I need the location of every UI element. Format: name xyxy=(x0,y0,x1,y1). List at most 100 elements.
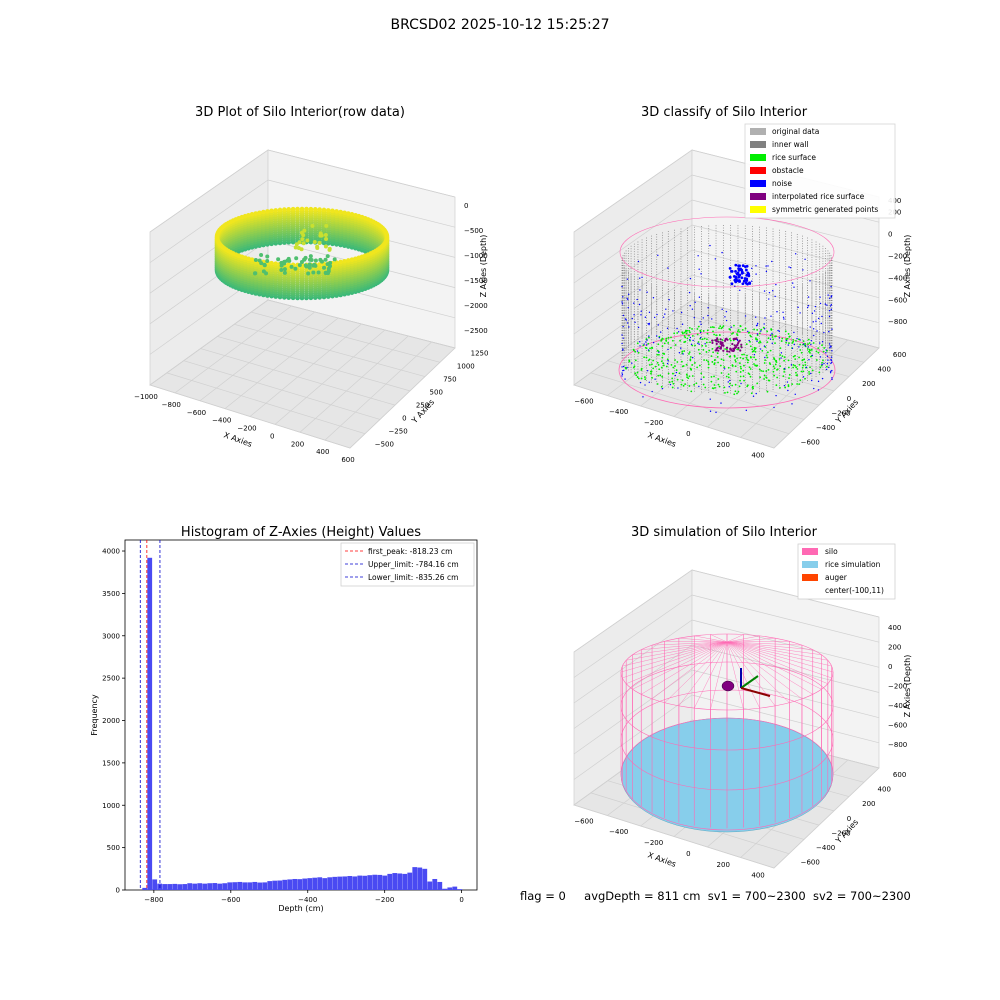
noise-point xyxy=(657,254,659,257)
histogram-bar xyxy=(437,881,443,890)
rice-point xyxy=(808,348,811,351)
noise-point xyxy=(793,343,795,346)
rice-point xyxy=(645,356,648,359)
noise-point xyxy=(799,339,801,341)
noise-point xyxy=(657,324,659,326)
rice-point xyxy=(650,372,652,375)
data-point xyxy=(308,206,314,212)
rice-point xyxy=(662,362,665,365)
panel4-simulation-3d: −600−400−2000200400−600−400−200020040060… xyxy=(573,543,912,880)
x-tick-label: −400 xyxy=(298,896,317,904)
data-point xyxy=(293,245,298,250)
data-point xyxy=(338,259,343,265)
silo-wire xyxy=(632,641,728,655)
grid-line xyxy=(573,619,693,704)
noise-point xyxy=(827,359,829,361)
rice-point xyxy=(737,329,740,331)
legend-swatch xyxy=(750,154,766,161)
interpolated-point xyxy=(717,349,720,352)
noise-point xyxy=(624,378,626,380)
data-point xyxy=(318,233,323,238)
data-point xyxy=(323,257,328,262)
noise-point xyxy=(744,268,748,272)
rice-point xyxy=(743,379,745,382)
interpolated-point xyxy=(717,340,720,343)
grid-line xyxy=(199,311,315,402)
panel1-title: 3D Plot of Silo Interior(row data) xyxy=(195,105,405,120)
noise-point xyxy=(652,341,655,344)
interpolated-point xyxy=(733,344,736,347)
noise-point xyxy=(692,339,694,342)
data-point xyxy=(323,271,328,276)
data-point xyxy=(306,271,311,276)
rice-point xyxy=(684,336,687,339)
grid-line xyxy=(224,317,339,409)
y-tick-label: 600 xyxy=(893,351,906,359)
y-tick-label: 500 xyxy=(430,388,443,396)
rice-point xyxy=(781,355,784,358)
noise-point xyxy=(828,330,830,333)
histogram-bar xyxy=(442,888,448,890)
x-tick-label: −800 xyxy=(162,401,181,409)
data-point xyxy=(279,268,284,273)
data-point xyxy=(300,237,305,242)
grid-line xyxy=(673,323,786,417)
histogram-bar xyxy=(147,557,153,890)
rice-point xyxy=(671,386,674,389)
rice-point xyxy=(773,357,775,359)
noise-point xyxy=(828,343,831,345)
z-axis-label: Z Axies (Depth) xyxy=(479,235,488,298)
rice-point xyxy=(783,371,786,373)
histogram-bar xyxy=(367,875,373,890)
histogram-bar xyxy=(317,877,323,890)
status-footer: flag = 0 avgDepth = 811 cm sv1 = 700~230… xyxy=(520,889,911,903)
noise-point xyxy=(768,298,770,300)
noise-point xyxy=(783,318,785,320)
rice-point xyxy=(769,363,772,366)
data-point xyxy=(328,260,333,265)
rice-point xyxy=(762,370,765,373)
noise-point xyxy=(621,303,624,305)
rice-point xyxy=(684,330,687,333)
rice-point xyxy=(749,334,752,337)
rice-point xyxy=(713,363,716,366)
rice-point xyxy=(705,351,708,353)
histogram-bar xyxy=(402,873,408,890)
noise-point xyxy=(756,340,758,342)
noise-point xyxy=(799,312,801,314)
grid-line xyxy=(573,299,693,386)
rice-point xyxy=(668,381,671,384)
x-tick-label: 400 xyxy=(751,452,764,460)
rice-point xyxy=(736,357,738,360)
rice-point xyxy=(739,375,742,378)
noise-point xyxy=(625,319,628,321)
y-tick-label: 4000 xyxy=(102,548,120,556)
data-point xyxy=(279,260,284,265)
rice-point xyxy=(656,353,659,356)
noise-point xyxy=(662,316,665,318)
rice-point xyxy=(703,337,706,340)
rice-point xyxy=(766,341,769,344)
rice-point xyxy=(765,370,768,372)
rice-point xyxy=(753,363,755,365)
interpolated-point xyxy=(719,338,722,341)
rice-point xyxy=(749,345,752,348)
noise-point xyxy=(653,316,656,319)
noise-point xyxy=(626,297,628,300)
data-point xyxy=(338,209,343,215)
noise-point xyxy=(621,372,623,374)
histogram-bar xyxy=(222,883,228,890)
rice-point xyxy=(717,361,719,364)
noise-point xyxy=(715,411,717,414)
noise-point xyxy=(813,387,815,390)
noise-point xyxy=(636,298,638,301)
noise-point xyxy=(831,377,833,379)
rice-point xyxy=(701,338,704,341)
noise-point xyxy=(645,341,647,343)
rice-point xyxy=(670,346,672,349)
rice-point xyxy=(686,337,689,340)
rice-point xyxy=(750,392,753,395)
rice-point xyxy=(800,370,803,373)
rice-point xyxy=(684,383,687,386)
silo-wire xyxy=(641,641,728,695)
